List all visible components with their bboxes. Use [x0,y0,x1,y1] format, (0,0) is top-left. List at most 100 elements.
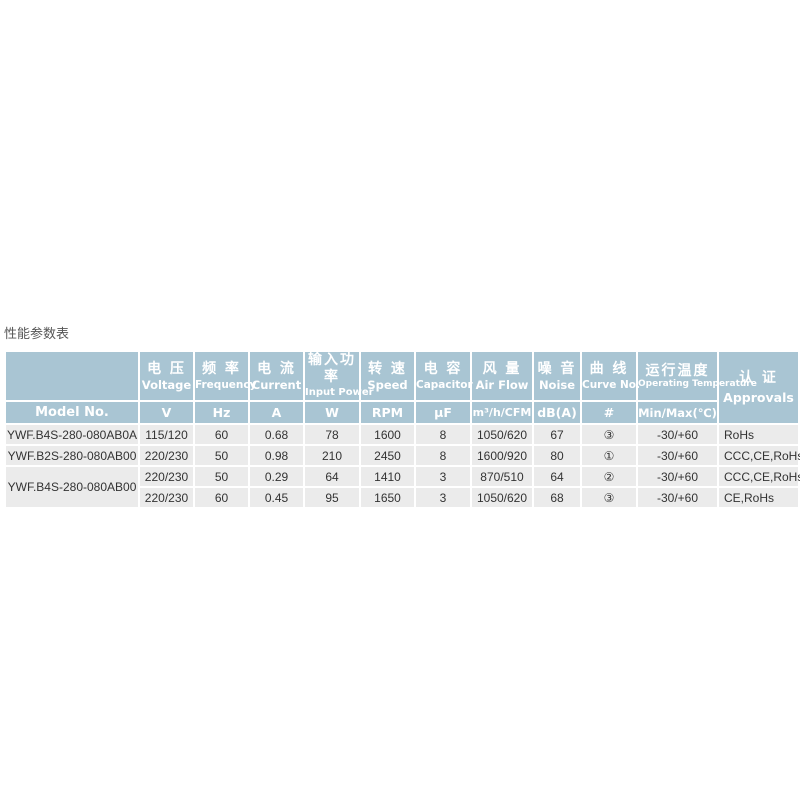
header-en: Current [251,377,302,392]
header-unit: Min/Max(℃) [636,400,719,425]
header-en: Frequency [195,378,257,391]
table-row: YWF.B4S-280-080AB00 220/230 50 0.29 64 1410 3 8… [4,465,800,509]
data-cell-7: 80 [532,444,582,467]
data-cell-9: -30/+60 [636,423,719,446]
header-en: Speed [367,377,408,392]
data-cell-9: -30/+60 [636,444,719,467]
header-cn: 电 压 [147,360,186,377]
data-cell-2: 0.98 [248,444,305,467]
data-cell-1: 60 [193,486,250,509]
data-cell-2: 0.29 [248,465,305,488]
header-en: Capacitor [416,378,473,391]
data-cell-10: CE,RoHs [717,486,800,509]
header-8: 噪 音 Noise [532,350,582,402]
page-title: 性能参数表 [4,327,70,342]
data-cell-3: 210 [303,444,361,467]
header-cn: 转 速 [368,360,407,377]
header-cn: 风 量 [482,360,522,377]
header-approvals: 认 证 Approvals [717,350,800,425]
header-cn: 噪 音 [537,360,577,377]
header-row-names: 电 压 Voltage 频 率 Frequency 电 流 Current 输入功率 Inpu… [4,350,800,425]
data-cell-3: 64 [303,465,361,488]
header-unit: m³/h/CFM [470,400,534,425]
data-cell-5: 8 [414,423,472,446]
header-3: 电 流 Current [248,350,305,402]
data-cell-0: 220/230 [138,465,195,488]
data-cell-6: 1600/920 [470,444,534,467]
data-cell-1: 50 [193,444,250,467]
header-en: Approvals [723,390,794,405]
data-cell-5: 3 [414,465,472,488]
data-cell-6: 1050/620 [470,486,534,509]
data-cell-0: 115/120 [138,423,195,446]
header-en: Air Flow [475,377,529,392]
header-7: 风 量 Air Flow [470,350,534,402]
header-unit: V [138,400,195,425]
data-cell-4: 1600 [359,423,416,446]
data-cell-1: 60 [193,423,250,446]
data-cell-8: ③ [580,486,638,509]
header-unit: µF [414,400,472,425]
data-cell-9: -30/+60 [636,486,719,509]
header-10: 运行温度 Operating Temperature [636,350,757,402]
table-row: YWF.B4S-280-080AB0A 115/120 60 0.68 78 1600 8 1… [4,423,800,446]
header-4: 输入功率 Input Power [303,350,374,402]
model-cell: YWF.B4S-280-080AB0A [4,423,140,446]
data-cell-2: 0.45 [248,486,305,509]
data-cell-7: 68 [532,486,582,509]
header-unit: dB(A) [532,400,582,425]
table-row: YWF.B2S-280-080AB00 220/230 50 0.98 210 2450 8… [4,444,800,467]
header-cn: 认 证 [739,370,778,386]
performance-table: 电 压 Voltage 频 率 Frequency 电 流 Current 输入功率 Inpu… [4,350,800,509]
header-en: Curve No. [582,378,640,391]
data-cell-3: 78 [303,423,361,446]
header-cn: 频 率 [202,360,241,377]
data-cell-0: 220/230 [138,444,195,467]
data-cell-5: 8 [414,444,472,467]
header-unit: W [303,400,361,425]
header-2: 频 率 Frequency [193,350,257,402]
data-cell-1: 50 [193,465,250,488]
data-cell-7: 64 [532,465,582,488]
data-cell-10: CCC,CE,RoHs [717,465,800,488]
model-cell: YWF.B2S-280-080AB00 [4,444,140,467]
header-cn: 电 流 [257,360,296,377]
data-cell-4: 1650 [359,486,416,509]
data-cell-8: ② [580,465,638,488]
header-model-no: Model No. [4,400,140,425]
data-cell-10: RoHs [717,423,800,446]
model-cell: YWF.B4S-280-080AB00 [4,465,140,509]
data-cell-5: 3 [414,486,472,509]
data-cell-7: 67 [532,423,582,446]
header-cn: 输入功率 [308,352,356,385]
data-cell-10: CCC,CE,RoHs [717,444,800,467]
data-cell-4: 1410 [359,465,416,488]
data-cell-4: 2450 [359,444,416,467]
header-row-units: Model No. V Hz A W RPM µF m³/h/CFM dB(A)… [4,400,799,425]
header-5: 转 速 Speed [359,350,416,402]
data-cell-2: 0.68 [248,423,305,446]
header-blank [4,350,140,402]
data-cell-0: 220/230 [138,486,195,509]
header-cn: 运行温度 [645,363,710,379]
header-en: Operating Temperature [638,379,757,389]
header-cn: 曲 线 [589,360,629,377]
header-unit: Hz [193,400,250,425]
header-unit: RPM [359,400,416,425]
data-cell-8: ③ [580,423,638,446]
data-cell-9: -30/+60 [636,465,719,488]
data-cell-6: 1050/620 [470,423,534,446]
header-9: 曲 线 Curve No. [580,350,640,402]
data-cell-3: 95 [303,486,361,509]
table-row: 220/230 60 0.45 95 1650 3 1050/620 68 ③ -30/+60 CE… [5,486,800,509]
header-unit: A [248,400,305,425]
header-cn: 电 容 [423,360,463,377]
header-1: 电 压 Voltage [138,350,195,402]
data-cell-8: ① [580,444,638,467]
header-en: Input Power [305,387,374,398]
header-en: Voltage [141,377,192,392]
header-6: 电 容 Capacitor [414,350,473,402]
data-cell-6: 870/510 [470,465,534,488]
header-en: Noise [538,377,576,392]
header-unit: # [580,400,638,425]
